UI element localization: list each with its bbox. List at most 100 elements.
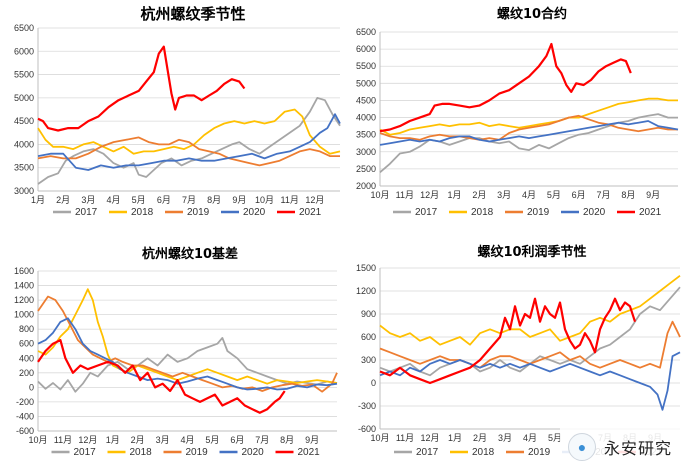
- series-line-2021: [37, 45, 246, 132]
- legend-label-2017: 2017: [75, 207, 98, 218]
- x-tick-label: 6月: [157, 195, 171, 205]
- legend-label-2021: 2021: [298, 447, 321, 458]
- x-tick-label: 2月: [473, 433, 487, 443]
- y-tick-label: -300: [358, 401, 376, 411]
- series-line-2018: [37, 288, 338, 385]
- series-line-2020: [379, 351, 681, 411]
- chart-c2: 螺纹10合约 2000 2500 3000 3500 4000 4500 5000 5500 60…: [356, 6, 679, 218]
- y-tick-label: 4000: [356, 113, 376, 123]
- legend-label-2019: 2019: [187, 207, 210, 218]
- x-tick-label: 7月: [596, 190, 610, 200]
- y-tick-label: 1400: [14, 281, 34, 291]
- x-tick-label: 5月: [205, 435, 219, 445]
- series-line-2018: [379, 274, 681, 346]
- y-tick-label: 0: [371, 378, 376, 388]
- wechat-icon: ●: [568, 433, 596, 461]
- x-tick-label: 3月: [156, 435, 170, 445]
- y-tick-label: 6000: [14, 46, 34, 56]
- x-tick-label: 4月: [522, 190, 536, 200]
- y-tick-label: 5500: [356, 61, 376, 71]
- x-tick-label: 11月: [54, 435, 72, 445]
- legend-label-2021: 2021: [639, 207, 662, 218]
- x-tick-label: 10月: [370, 433, 389, 443]
- legend-label-2019: 2019: [186, 447, 209, 458]
- y-tick-label: 2000: [356, 181, 376, 191]
- y-tick-label: 4000: [14, 139, 34, 149]
- series-line-2018: [37, 108, 341, 155]
- legend-label-2018: 2018: [472, 447, 495, 458]
- y-tick-label: 3000: [356, 147, 376, 157]
- y-tick-label: 3000: [14, 186, 34, 196]
- x-tick-label: 11月: [396, 190, 414, 200]
- x-tick-label: 12月: [420, 190, 439, 200]
- y-tick-label: 1200: [356, 286, 376, 296]
- x-tick-label: 3月: [497, 190, 511, 200]
- legend-label-2018: 2018: [130, 447, 153, 458]
- series-line-2021: [379, 42, 632, 133]
- x-tick-label: 4月: [180, 435, 194, 445]
- series-line-2020: [37, 113, 341, 171]
- x-tick-label: 6月: [572, 190, 586, 200]
- y-tick-label: 900: [361, 309, 376, 319]
- y-tick-label: -200: [16, 397, 34, 407]
- chart-title: 螺纹10合约: [497, 6, 567, 22]
- x-tick-label: 11月: [396, 433, 414, 443]
- series-line-2018: [379, 97, 678, 136]
- watermark-text: 永安研究: [604, 439, 673, 458]
- y-tick-label: 1200: [14, 295, 34, 305]
- legend-label-2017: 2017: [74, 447, 97, 458]
- y-tick-label: 1500: [356, 263, 376, 273]
- y-tick-label: -600: [16, 426, 34, 436]
- series-line-2020: [37, 317, 338, 391]
- x-tick-label: 2月: [472, 190, 486, 200]
- y-tick-label: 600: [361, 332, 376, 342]
- y-tick-label: 600: [19, 339, 34, 349]
- y-tick-label: 3500: [14, 163, 34, 173]
- x-tick-label: 5月: [547, 190, 561, 200]
- x-tick-label: 8月: [280, 435, 294, 445]
- series-line-2019: [37, 295, 338, 393]
- series-line-2019: [379, 320, 681, 369]
- series-line-2017: [37, 337, 338, 393]
- x-tick-label: 11月: [280, 195, 298, 205]
- chart-c3: 杭州螺纹10基差 -600 -400 -200 0 200 400 600 800 1000 120…: [14, 246, 338, 458]
- x-tick-label: 1月: [106, 435, 120, 445]
- x-tick-label: 5月: [132, 195, 146, 205]
- legend-label-2019: 2019: [527, 207, 550, 218]
- x-tick-label: 8月: [621, 190, 635, 200]
- x-tick-label: 1月: [31, 195, 45, 205]
- x-tick-label: 2月: [131, 435, 145, 445]
- x-tick-label: 4月: [106, 195, 120, 205]
- x-tick-label: 1月: [448, 433, 462, 443]
- watermark: ● 永安研究: [560, 428, 695, 466]
- x-tick-label: 10月: [255, 195, 274, 205]
- chart-title: 螺纹10利润季节性: [477, 244, 586, 260]
- y-tick-label: 3500: [356, 130, 376, 140]
- x-tick-label: 10月: [370, 190, 389, 200]
- legend-label-2017: 2017: [415, 207, 438, 218]
- y-tick-label: 4500: [356, 95, 376, 105]
- series-line-2021: [379, 297, 637, 385]
- y-tick-label: 2500: [356, 164, 376, 174]
- chart-c1: 杭州螺纹季节性 3000 3500 4000 4500 5000 5500 6000 6500 1…: [14, 5, 341, 218]
- y-tick-label: 6000: [356, 44, 376, 54]
- x-tick-label: 3月: [498, 433, 512, 443]
- legend-label-2018: 2018: [471, 207, 494, 218]
- series-line-2021: [37, 339, 286, 414]
- y-tick-label: 200: [19, 368, 34, 378]
- y-tick-label: 1600: [14, 266, 34, 276]
- y-tick-label: 6500: [14, 23, 34, 33]
- y-tick-label: 800: [19, 324, 34, 334]
- y-tick-label: 4500: [14, 116, 34, 126]
- chart-title: 杭州螺纹10基差: [142, 246, 238, 262]
- x-tick-label: 7月: [182, 195, 196, 205]
- y-tick-label: 0: [29, 382, 34, 392]
- series-line-2020: [379, 120, 679, 146]
- x-tick-label: 12月: [305, 195, 324, 205]
- y-tick-label: -600: [358, 424, 376, 434]
- legend-label-2018: 2018: [131, 207, 154, 218]
- series-line-2019: [379, 114, 678, 141]
- x-tick-label: 7月: [255, 435, 269, 445]
- y-tick-label: 400: [19, 353, 34, 363]
